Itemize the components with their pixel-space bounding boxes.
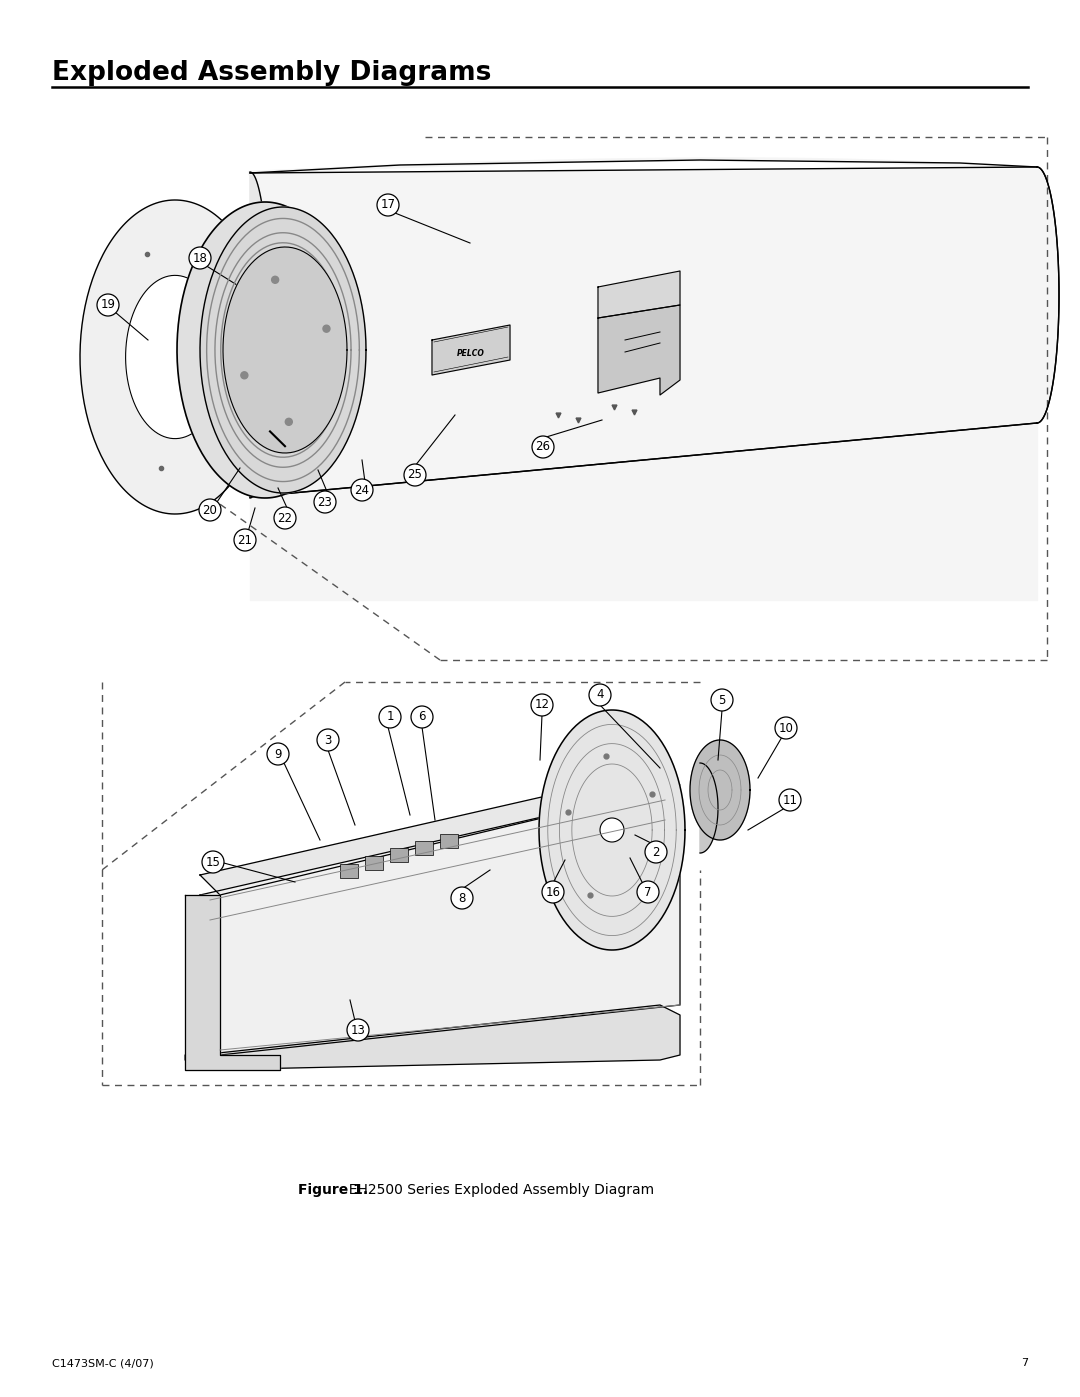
Text: 19: 19	[100, 299, 116, 312]
Text: 7: 7	[1021, 1358, 1028, 1368]
Text: 26: 26	[536, 440, 551, 454]
Polygon shape	[200, 207, 366, 493]
Polygon shape	[200, 789, 680, 1055]
Circle shape	[542, 882, 564, 902]
Polygon shape	[598, 305, 680, 395]
Text: PELCO: PELCO	[457, 348, 485, 358]
Polygon shape	[700, 763, 718, 854]
Circle shape	[189, 247, 211, 270]
Text: 9: 9	[274, 747, 282, 760]
Text: 4: 4	[596, 689, 604, 701]
Bar	[390, 848, 408, 862]
Text: 16: 16	[545, 886, 561, 898]
Text: EH2500 Series Exploded Assembly Diagram: EH2500 Series Exploded Assembly Diagram	[340, 1183, 654, 1197]
Text: 24: 24	[354, 483, 369, 496]
Bar	[440, 834, 458, 848]
Circle shape	[600, 819, 624, 842]
Polygon shape	[185, 1004, 680, 1070]
Circle shape	[351, 479, 373, 502]
Circle shape	[97, 293, 119, 316]
Text: 18: 18	[192, 251, 207, 264]
Text: Exploded Assembly Diagrams: Exploded Assembly Diagrams	[52, 60, 491, 87]
Circle shape	[199, 499, 221, 521]
Bar	[340, 863, 357, 877]
Polygon shape	[222, 247, 347, 453]
Polygon shape	[125, 275, 225, 439]
Polygon shape	[598, 271, 680, 319]
Bar	[365, 856, 383, 870]
Circle shape	[404, 464, 426, 486]
Text: 5: 5	[718, 693, 726, 707]
Circle shape	[314, 490, 336, 513]
Circle shape	[272, 277, 279, 284]
Circle shape	[274, 507, 296, 529]
Text: C1473SM-C (4/07): C1473SM-C (4/07)	[52, 1358, 153, 1368]
Circle shape	[637, 882, 659, 902]
Text: Figure 1.: Figure 1.	[298, 1183, 368, 1197]
Circle shape	[589, 685, 611, 705]
Circle shape	[411, 705, 433, 728]
Text: 25: 25	[407, 468, 422, 482]
Circle shape	[234, 529, 256, 550]
Circle shape	[285, 418, 293, 425]
Circle shape	[532, 436, 554, 458]
Text: 22: 22	[278, 511, 293, 524]
Circle shape	[202, 851, 224, 873]
Circle shape	[318, 729, 339, 752]
Circle shape	[711, 689, 733, 711]
Polygon shape	[690, 740, 750, 840]
Text: 10: 10	[779, 721, 794, 735]
Text: 1: 1	[387, 711, 394, 724]
Text: 6: 6	[418, 711, 426, 724]
Text: 2: 2	[652, 845, 660, 859]
Text: 17: 17	[380, 198, 395, 211]
Text: 7: 7	[645, 886, 651, 898]
Polygon shape	[432, 326, 510, 374]
Text: 20: 20	[203, 503, 217, 517]
Circle shape	[377, 194, 399, 217]
Text: 3: 3	[324, 733, 332, 746]
Circle shape	[779, 789, 801, 812]
Text: 23: 23	[318, 496, 333, 509]
Polygon shape	[249, 168, 1059, 497]
Circle shape	[451, 887, 473, 909]
Circle shape	[241, 372, 247, 379]
Text: 12: 12	[535, 698, 550, 711]
Polygon shape	[80, 200, 270, 514]
Circle shape	[323, 326, 330, 332]
Circle shape	[645, 841, 667, 863]
Text: 13: 13	[351, 1024, 365, 1037]
Polygon shape	[249, 172, 270, 497]
Polygon shape	[185, 895, 280, 1070]
Circle shape	[775, 717, 797, 739]
Polygon shape	[539, 710, 685, 950]
Circle shape	[379, 705, 401, 728]
Circle shape	[267, 743, 289, 766]
Circle shape	[347, 1018, 369, 1041]
Text: 15: 15	[205, 855, 220, 869]
Text: 21: 21	[238, 534, 253, 546]
Bar	[415, 841, 433, 855]
Text: 8: 8	[458, 891, 465, 904]
Polygon shape	[177, 203, 353, 497]
Circle shape	[531, 694, 553, 717]
Polygon shape	[200, 770, 680, 895]
Text: 11: 11	[783, 793, 797, 806]
